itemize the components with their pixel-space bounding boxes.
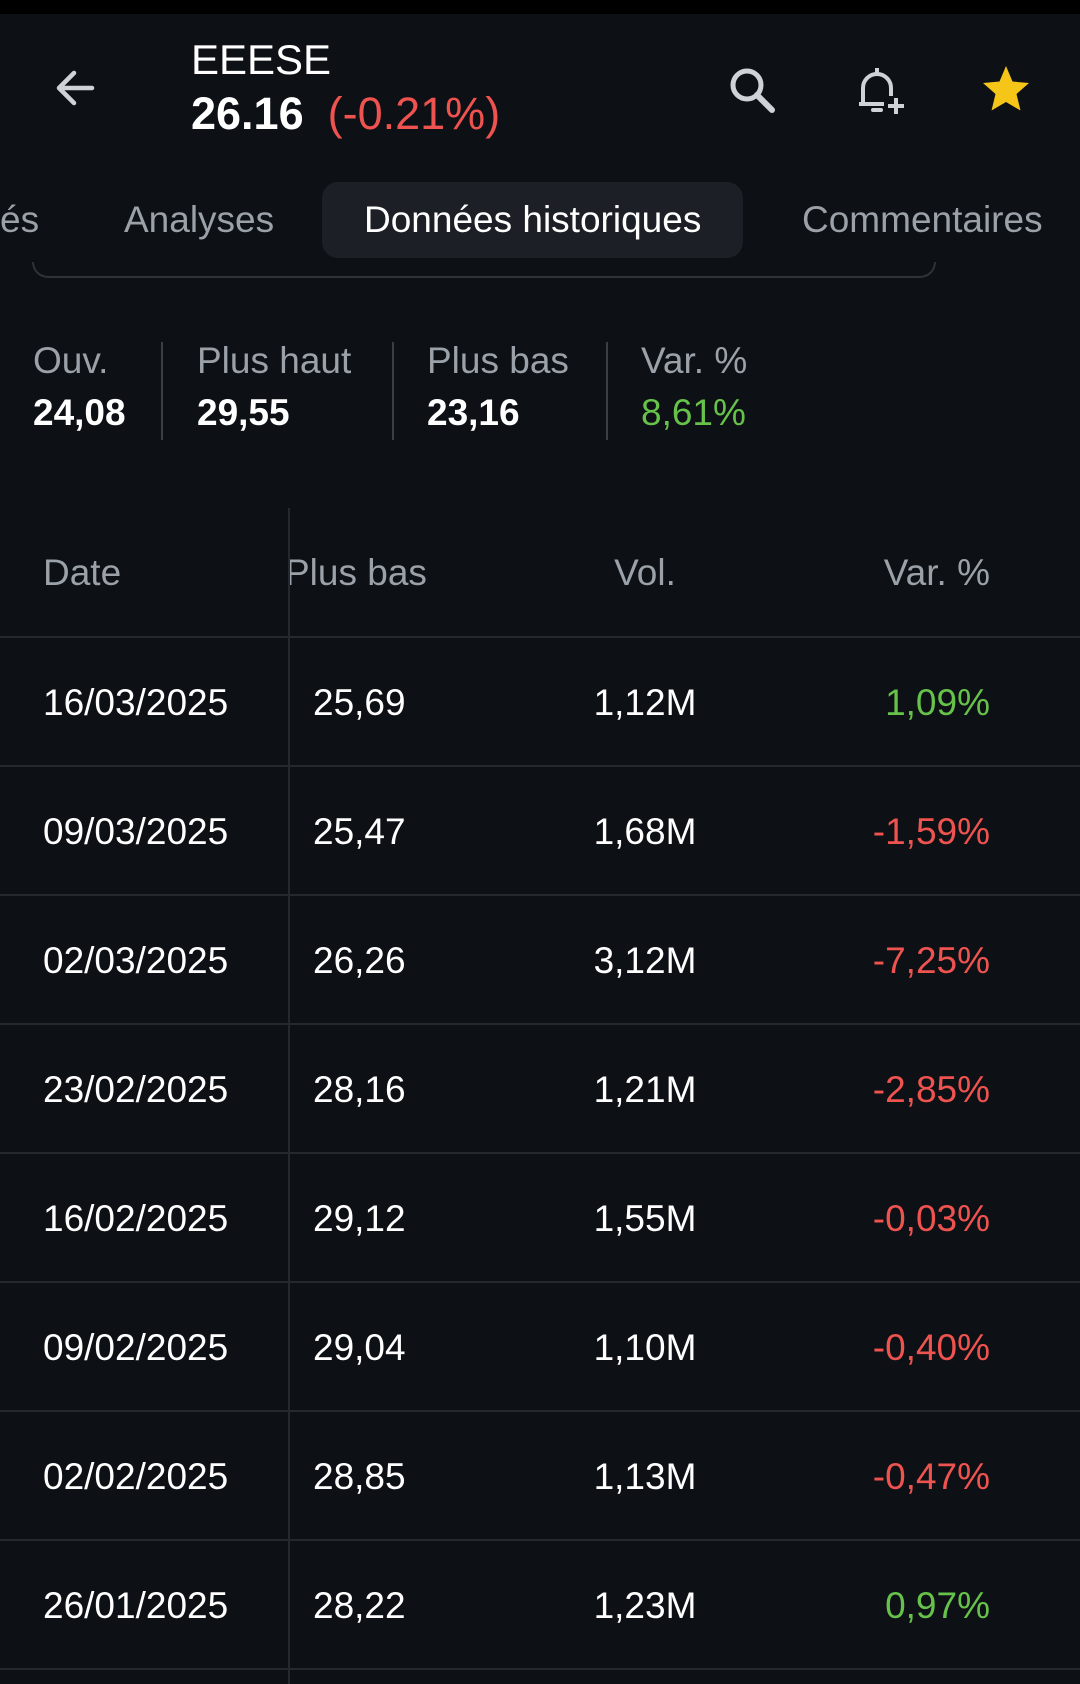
cell-low: 25,69 (313, 682, 406, 723)
status-bar-strip (0, 0, 1080, 14)
table-row[interactable]: 26/01/2025 28,22 1,23M 0,97% (0, 1541, 1080, 1670)
cell-date: 09/02/2025 (43, 1327, 229, 1368)
cell-low: 28,85 (313, 1456, 406, 1497)
stat-change-label: Var. % (641, 340, 748, 381)
cell-change: -0,40% (872, 1327, 990, 1368)
tab-comments[interactable]: Commentaires (802, 199, 1043, 240)
stat-divider (161, 342, 163, 440)
cell-volume: 1,23M (593, 1585, 697, 1626)
price-line: 26.16 (-0.21%) (191, 88, 500, 140)
stat-open-label: Ouv. (33, 340, 109, 381)
cell-date: 23/02/2025 (43, 1069, 229, 1110)
cell-date: 26/01/2025 (43, 1585, 229, 1626)
cell-change: -2,85% (872, 1069, 990, 1110)
tab-historical-data[interactable]: Données historiques (322, 182, 744, 258)
stats-summary: Ouv. 24,08 Plus haut 29,55 Plus bas 23,1… (0, 340, 1080, 440)
cell-date: 16/02/2025 (43, 1198, 229, 1239)
cell-low: 28,16 (313, 1069, 406, 1110)
historical-data-table: Date Plus bas Vol. Var. % 16/03/2025 25,… (0, 508, 1080, 1670)
table-row[interactable]: 16/03/2025 25,69 1,12M 1,09% (0, 638, 1080, 767)
cell-volume: 1,55M (593, 1198, 697, 1239)
column-header-low[interactable]: Plus bas (285, 552, 427, 593)
cell-change: 1,09% (885, 682, 990, 723)
stat-divider (606, 342, 608, 440)
cell-volume: 1,10M (593, 1327, 697, 1368)
stat-high-label: Plus haut (197, 340, 352, 381)
cell-low: 26,26 (313, 940, 406, 981)
column-header-change[interactable]: Var. % (883, 552, 990, 593)
tab-partial[interactable]: és (0, 199, 40, 240)
table-row[interactable]: 16/02/2025 29,12 1,55M -0,03% (0, 1154, 1080, 1283)
cell-volume: 1,13M (593, 1456, 697, 1497)
bell-plus-icon[interactable] (850, 60, 910, 120)
current-price: 26.16 (191, 88, 304, 139)
cell-volume: 1,21M (593, 1069, 697, 1110)
cell-low: 29,04 (313, 1327, 406, 1368)
stat-low-label: Plus bas (427, 340, 569, 381)
symbol-title: EEESE (191, 36, 332, 83)
cell-change: -7,25% (872, 940, 990, 981)
cell-change: -0,47% (872, 1456, 990, 1497)
stat-change-value: 8,61% (641, 392, 746, 433)
stat-high: Plus haut 29,55 (197, 340, 351, 434)
stat-high-value: 29,55 (197, 392, 290, 433)
cell-volume: 1,12M (593, 682, 697, 723)
cell-date: 02/03/2025 (43, 940, 229, 981)
cell-change: -0,03% (872, 1198, 990, 1239)
table-row[interactable]: 09/03/2025 25,47 1,68M -1,59% (0, 767, 1080, 896)
table-row[interactable]: 02/03/2025 26,26 3,12M -7,25% (0, 896, 1080, 1025)
cell-change: 0,97% (885, 1585, 990, 1626)
table-row[interactable]: 09/02/2025 29,04 1,10M -0,40% (0, 1283, 1080, 1412)
stat-divider (392, 342, 394, 440)
stat-open-value: 24,08 (33, 392, 126, 433)
table-header: Date Plus bas Vol. Var. % (0, 508, 1080, 638)
cell-volume: 1,68M (593, 811, 697, 852)
cell-date: 16/03/2025 (43, 682, 229, 723)
cell-low: 29,12 (313, 1198, 406, 1239)
cell-low: 28,22 (313, 1585, 406, 1626)
search-icon[interactable] (722, 60, 782, 120)
table-row[interactable]: 02/02/2025 28,85 1,13M -0,47% (0, 1412, 1080, 1541)
star-icon[interactable] (976, 60, 1036, 120)
cell-low: 25,47 (313, 811, 406, 852)
tab-analyses[interactable]: Analyses (124, 199, 275, 240)
stat-open: Ouv. 24,08 (33, 340, 126, 434)
back-arrow-icon[interactable] (48, 60, 104, 116)
column-header-date[interactable]: Date (43, 552, 122, 593)
cell-volume: 3,12M (593, 940, 697, 981)
stat-low-value: 23,16 (427, 392, 520, 433)
column-header-volume[interactable]: Vol. (614, 552, 676, 593)
price-change: (-0.21%) (327, 88, 501, 139)
table-row[interactable]: 23/02/2025 28,16 1,21M -2,85% (0, 1025, 1080, 1154)
cell-date: 02/02/2025 (43, 1456, 229, 1497)
tab-bar: és Analyses Données historiques Commenta… (0, 182, 1080, 258)
section-border (32, 262, 936, 278)
stat-change: Var. % 8,61% (641, 340, 747, 434)
cell-change: -1,59% (872, 811, 990, 852)
stat-low: Plus bas 23,16 (427, 340, 569, 434)
frozen-column-divider (288, 508, 290, 1684)
cell-date: 09/03/2025 (43, 811, 229, 852)
